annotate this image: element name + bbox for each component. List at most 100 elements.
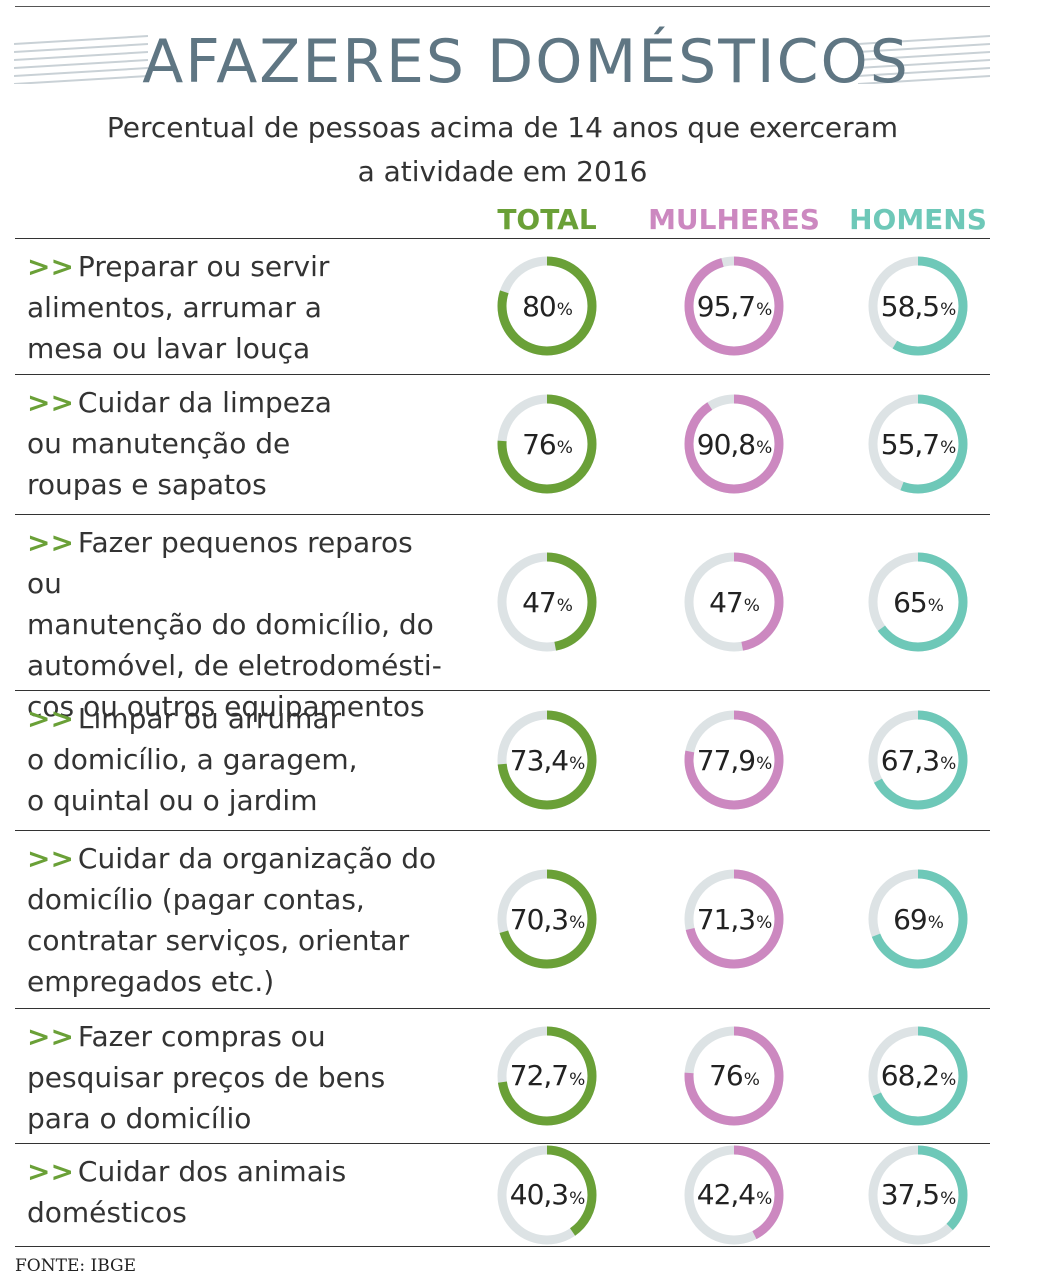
donut-homens: 58,5% <box>866 254 970 358</box>
donut-arc-total <box>497 394 597 494</box>
row-divider <box>15 1008 990 1009</box>
donut-chart-homens <box>868 552 968 652</box>
donut-chart-total <box>497 710 597 810</box>
donut-arc-mulheres <box>684 869 784 969</box>
activity-label-text: Preparar ou servir <box>77 250 330 283</box>
donut-value: 58,5% <box>866 254 970 358</box>
donut-value-unit: % <box>940 1069 956 1090</box>
donut-arc-total <box>497 869 597 969</box>
activity-label-text: domicílio (pagar contas, <box>27 883 365 916</box>
activity-label-line: >> Preparar ou servir <box>27 246 447 287</box>
donut-chart-mulheres <box>684 394 784 494</box>
donut-value-unit: % <box>940 754 956 774</box>
donut-value-unit: % <box>569 1069 585 1090</box>
donut-homens: 67,3% <box>866 708 970 812</box>
activity-label-text: contratar serviços, orientar <box>27 924 410 957</box>
donut-value: 72,7% <box>495 1024 599 1128</box>
donut-arc-mulheres <box>684 1145 784 1244</box>
donut-value-unit: % <box>556 596 573 616</box>
donut-value-number: 76 <box>709 1059 744 1092</box>
activity-label-text: manutenção do domicílio, do <box>27 608 434 641</box>
activity-label-text: o quintal ou o jardim <box>27 784 318 817</box>
donut-value-unit: % <box>556 438 573 458</box>
donut-homens: 65% <box>866 550 970 654</box>
row-divider <box>15 830 990 831</box>
activity-label-text: Cuidar dos animais <box>77 1155 347 1188</box>
donut-homens: 55,7% <box>866 392 970 496</box>
activity-label: >> Cuidar dos animais domésticos <box>27 1151 447 1233</box>
donut-value: 95,7% <box>682 254 786 358</box>
activity-label-line: pesquisar preços de bens <box>27 1057 447 1098</box>
donut-value-number: 55,7 <box>880 427 940 461</box>
donut-value-unit: % <box>940 438 956 458</box>
activity-label-text: Fazer compras ou <box>77 1020 326 1053</box>
donut-total: 76% <box>495 392 599 496</box>
activity-label-text: empregados etc.) <box>27 965 275 998</box>
decorative-stripes-right <box>858 35 990 84</box>
activity-label-text: mesa ou lavar louça <box>27 332 311 365</box>
activity-label: >> Preparar ou servir alimentos, arrumar a… <box>27 246 447 369</box>
activity-label: >> Cuidar da organização do domicílio (pag… <box>27 838 447 1002</box>
double-chevron-icon: >> <box>27 702 74 735</box>
donut-total: 40,3% <box>495 1143 599 1247</box>
donut-chart-total <box>497 1026 597 1125</box>
donut-arc-total <box>497 1026 597 1125</box>
donut-chart-homens <box>868 394 968 494</box>
donut-mulheres: 95,7% <box>682 254 786 358</box>
activity-label-line: cos ou outros equipamentos <box>27 686 447 727</box>
donut-value: 55,7% <box>866 392 970 496</box>
donut-value-number: 72,7 <box>509 1059 569 1092</box>
row-divider <box>15 690 990 691</box>
donut-value: 90,8% <box>682 392 786 496</box>
row-divider <box>15 374 990 375</box>
activity-label-text: Cuidar da limpeza <box>77 386 332 419</box>
donut-homens: 37,5% <box>866 1143 970 1247</box>
donut-mulheres: 47% <box>682 550 786 654</box>
activity-label-line: roupas e sapatos <box>27 464 447 505</box>
double-chevron-icon: >> <box>27 526 74 559</box>
activity-label-line: ou manutenção de <box>27 423 447 464</box>
donut-arc-total <box>497 1145 597 1244</box>
donut-chart-mulheres <box>684 869 784 969</box>
donut-value-unit: % <box>569 754 585 774</box>
donut-arc-mulheres <box>684 1026 784 1125</box>
activity-label-line: para o domicílio <box>27 1098 447 1139</box>
donut-homens: 68,2% <box>866 1024 970 1128</box>
double-chevron-icon: >> <box>27 1020 74 1053</box>
donut-value-number: 77,9 <box>696 743 756 777</box>
activity-label-line: domésticos <box>27 1192 447 1233</box>
donut-value-number: 90,8 <box>696 427 756 461</box>
donut-chart-homens <box>868 1145 968 1244</box>
donut-value-unit: % <box>556 300 573 320</box>
activity-label-text: domésticos <box>27 1196 187 1229</box>
donut-value: 37,5% <box>866 1143 970 1247</box>
donut-chart-total <box>497 552 597 652</box>
donut-value: 71,3% <box>682 867 786 971</box>
double-chevron-icon: >> <box>27 386 74 419</box>
activity-label-line: domicílio (pagar contas, <box>27 879 447 920</box>
donut-value: 77,9% <box>682 708 786 812</box>
activity-label-line: >> Fazer pequenos reparos ou <box>27 522 447 604</box>
activity-label-text: automóvel, de eletrodomésti- <box>27 649 442 682</box>
donut-chart-homens <box>868 710 968 810</box>
activity-label-text: Fazer pequenos reparos ou <box>27 526 413 600</box>
activity-label-line: >> Cuidar dos animais <box>27 1151 447 1192</box>
donut-value-number: 37,5 <box>880 1178 940 1211</box>
donut-value: 70,3% <box>495 867 599 971</box>
top-rule <box>15 6 990 7</box>
donut-value-unit: % <box>756 913 772 933</box>
row-divider <box>15 1143 990 1144</box>
donut-chart-total <box>497 869 597 969</box>
donut-arc-homens <box>868 552 968 652</box>
donut-chart-total <box>497 256 597 356</box>
activity-label-text: Limpar ou arrumar <box>77 702 342 735</box>
activity-label-line: >> Fazer compras ou <box>27 1016 447 1057</box>
donut-value-number: 47 <box>709 585 744 619</box>
donut-value-number: 40,3 <box>509 1178 569 1211</box>
donut-value-unit: % <box>743 1069 760 1090</box>
donut-chart-mulheres <box>684 1145 784 1244</box>
row-divider <box>15 238 990 239</box>
activity-label-text: cos ou outros equipamentos <box>27 690 425 723</box>
donut-value: 42,4% <box>682 1143 786 1247</box>
donut-value-unit: % <box>940 300 956 320</box>
